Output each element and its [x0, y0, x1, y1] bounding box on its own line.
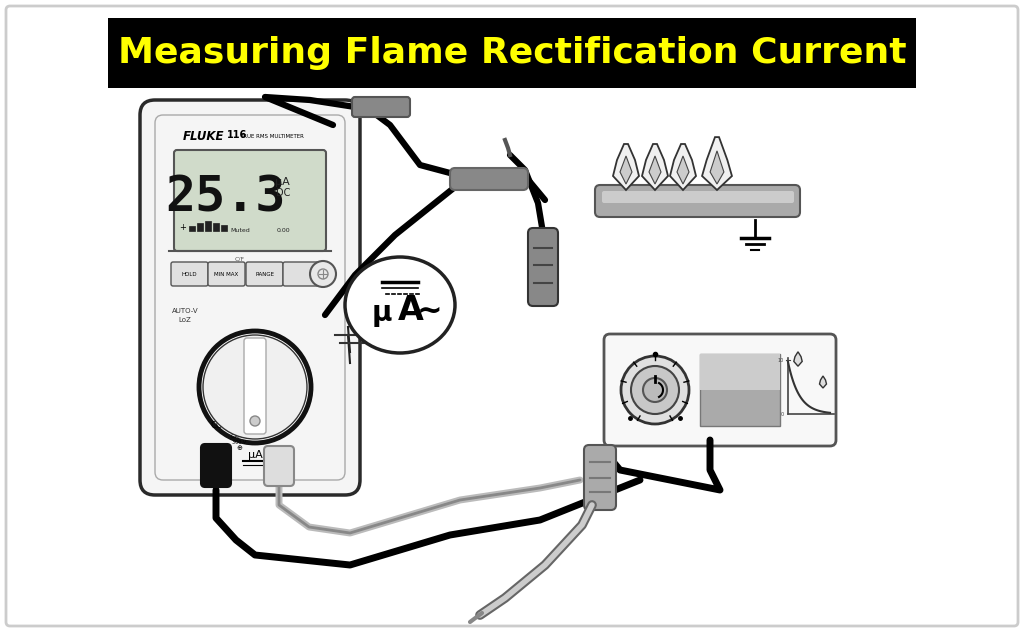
- FancyBboxPatch shape: [174, 150, 326, 251]
- Bar: [700, 354, 780, 426]
- Polygon shape: [677, 156, 689, 184]
- Circle shape: [621, 356, 689, 424]
- Polygon shape: [620, 156, 632, 184]
- Bar: [213, 223, 219, 231]
- FancyBboxPatch shape: [6, 6, 1018, 626]
- Text: 116: 116: [227, 130, 247, 140]
- Text: TRUE RMS MULTIMETER: TRUE RMS MULTIMETER: [240, 135, 304, 140]
- Text: μA: μA: [274, 177, 290, 187]
- Text: ▲: ▲: [234, 420, 244, 430]
- Circle shape: [203, 335, 307, 439]
- FancyBboxPatch shape: [584, 445, 616, 510]
- Circle shape: [310, 261, 336, 287]
- Polygon shape: [613, 144, 639, 190]
- Bar: [221, 225, 227, 231]
- FancyBboxPatch shape: [528, 228, 558, 306]
- Text: COM: COM: [210, 420, 229, 430]
- Circle shape: [199, 331, 311, 443]
- FancyBboxPatch shape: [283, 262, 319, 286]
- Text: HOLD: HOLD: [181, 272, 198, 277]
- Bar: [189, 226, 195, 231]
- Polygon shape: [702, 137, 732, 190]
- Text: μ: μ: [372, 299, 392, 327]
- Text: 10: 10: [778, 358, 784, 363]
- FancyBboxPatch shape: [171, 262, 208, 286]
- Text: 25.3: 25.3: [165, 173, 286, 221]
- Polygon shape: [819, 376, 826, 388]
- Text: +: +: [179, 222, 186, 231]
- Polygon shape: [649, 156, 662, 184]
- Ellipse shape: [345, 257, 455, 353]
- FancyBboxPatch shape: [352, 97, 410, 117]
- Text: 0.00: 0.00: [276, 229, 290, 233]
- Text: FLUKE: FLUKE: [183, 130, 224, 143]
- Text: ~: ~: [417, 296, 442, 325]
- FancyBboxPatch shape: [595, 185, 800, 217]
- Text: CAT III: CAT III: [231, 434, 247, 439]
- Text: 0: 0: [781, 411, 784, 416]
- Text: AUTO-V: AUTO-V: [172, 308, 199, 314]
- FancyBboxPatch shape: [450, 168, 528, 190]
- Circle shape: [631, 366, 679, 414]
- FancyBboxPatch shape: [264, 446, 294, 486]
- Bar: [197, 223, 203, 231]
- Bar: [205, 221, 211, 231]
- Text: RANGE: RANGE: [255, 272, 274, 277]
- FancyBboxPatch shape: [246, 262, 283, 286]
- FancyBboxPatch shape: [602, 191, 794, 203]
- Text: MIN MAX: MIN MAX: [214, 272, 239, 277]
- FancyBboxPatch shape: [201, 444, 231, 487]
- Polygon shape: [710, 151, 724, 184]
- Text: +: +: [278, 418, 289, 432]
- Polygon shape: [642, 144, 668, 190]
- Text: ⊕: ⊕: [237, 445, 242, 451]
- FancyBboxPatch shape: [244, 338, 266, 434]
- Text: DC: DC: [275, 188, 290, 198]
- Polygon shape: [670, 144, 696, 190]
- Circle shape: [250, 416, 260, 426]
- Text: μA: μA: [248, 450, 262, 460]
- Text: LoZ: LoZ: [178, 317, 191, 323]
- FancyBboxPatch shape: [208, 262, 245, 286]
- Circle shape: [643, 378, 667, 402]
- FancyBboxPatch shape: [604, 334, 836, 446]
- Bar: [108, 18, 916, 88]
- Text: Measuring Flame Rectification Current: Measuring Flame Rectification Current: [118, 36, 906, 70]
- Text: C/F: C/F: [234, 257, 245, 262]
- FancyBboxPatch shape: [140, 100, 360, 495]
- Polygon shape: [794, 352, 802, 366]
- Text: A: A: [398, 295, 424, 327]
- Text: Muted: Muted: [230, 229, 250, 233]
- Text: 300 V: 300 V: [231, 439, 246, 444]
- Bar: [700, 354, 780, 390]
